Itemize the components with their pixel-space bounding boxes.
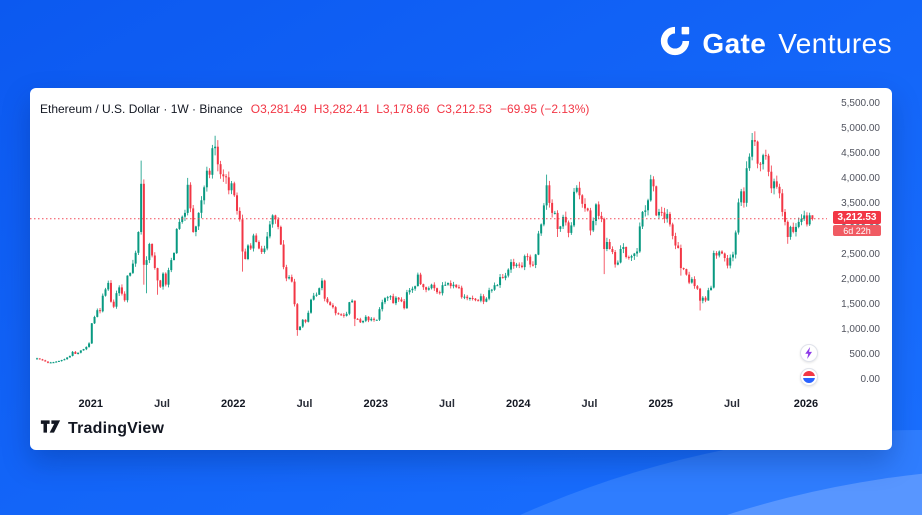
chart-card: Ethereum / U.S. Dollar · 1W · Binance O3,…	[30, 88, 892, 450]
open-value: 3,281.49	[260, 102, 307, 116]
high-label: H	[313, 102, 323, 116]
gate-logo-icon	[658, 24, 692, 63]
low-label: L	[376, 102, 383, 116]
boost-icon[interactable]	[800, 344, 818, 362]
price-axis-label: 1,000.00	[841, 323, 880, 335]
time-axis-label: Jul	[296, 398, 313, 410]
close-value: 3,212.53	[445, 102, 492, 116]
time-axis-label: 2025	[648, 398, 673, 410]
time-axis-label: 2024	[505, 398, 531, 410]
price-axis-label: 0.00	[860, 374, 880, 385]
close-label: C	[436, 102, 446, 116]
time-axis-label: Jul	[154, 398, 170, 410]
time-axis-label: Jul	[581, 398, 598, 410]
broker-icon[interactable]	[800, 368, 818, 386]
open-label: O	[250, 102, 261, 116]
tradingview-icon	[40, 416, 61, 442]
price-axis[interactable]: 5,500.00 5,000.00 4,500.00 4,000.00 3,500.00…	[834, 88, 892, 390]
last-price-tag: 3,212.53 6d 22h	[833, 211, 881, 237]
price-axis-label: 4,500.00	[841, 148, 880, 160]
price-axis-label: 500.00	[849, 348, 880, 360]
price-axis-label: 1,500.00	[841, 298, 880, 310]
last-price-value: 3,212.53	[833, 211, 881, 225]
time-axis-label: 2022	[221, 398, 246, 410]
price-axis-label: 5,000.00	[841, 123, 880, 135]
tradingview-logo[interactable]: TradingView	[40, 416, 164, 442]
high-value: 3,282.41	[322, 102, 370, 116]
price-axis-label: 2,500.00	[841, 248, 880, 260]
gate-ventures-logo: Gate Ventures	[658, 24, 892, 63]
price-axis-label: 4,000.00	[841, 173, 880, 185]
candlestick-plot[interactable]	[30, 88, 834, 390]
price-axis-label: 3,500.00	[841, 198, 880, 210]
chart-badges	[800, 344, 818, 386]
gate-wordmark: Gate	[702, 27, 767, 59]
time-axis-label: 2023	[363, 398, 388, 410]
time-axis-label: Jul	[724, 398, 740, 410]
bar-countdown: 6d 22h	[833, 225, 881, 237]
tradingview-wordmark: TradingView	[68, 420, 165, 437]
ohlc-values: O3,281.49 H3,282.41 L3,178.66 C3,212.53	[251, 102, 492, 116]
time-axis-label: 2026	[793, 398, 819, 410]
time-axis[interactable]: 2021 Jul 2022 Jul 2023 Jul 2024 Jul 2025 Jul 2026	[30, 396, 834, 414]
price-axis-label: 2,000.00	[841, 273, 880, 285]
chart-legend[interactable]: Ethereum / U.S. Dollar · 1W · Binance O3,…	[40, 102, 589, 116]
broker-logo-glyph	[803, 371, 815, 383]
ventures-wordmark: Ventures	[778, 27, 892, 59]
change-value: −69.95 (−2.13%)	[499, 102, 590, 116]
low-value: 3,178.66	[382, 102, 430, 116]
symbol-title[interactable]: Ethereum / U.S. Dollar · 1W · Binance	[40, 102, 243, 116]
time-axis-label: 2021	[78, 398, 104, 410]
price-axis-label: 5,500.00	[841, 98, 880, 109]
time-axis-label: Jul	[439, 398, 455, 410]
